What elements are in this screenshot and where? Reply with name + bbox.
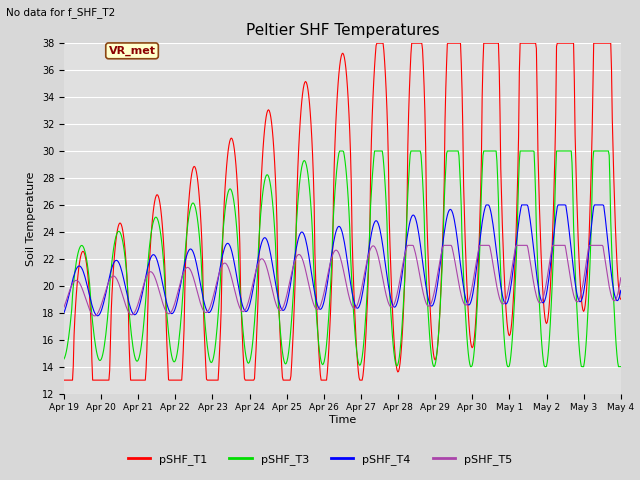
pSHF_T3 [70,276,78,281]
pSHF_T4 [411,214,419,219]
Text: No data for f_SHF_T2: No data for f_SHF_T2 [6,7,116,18]
pSHF_T5 [90,313,98,319]
pSHF_T4 [128,309,136,315]
pSHF_T3 [411,148,419,154]
pSHF_T5 [214,274,222,280]
Line: pSHF_T1: pSHF_T1 [64,43,621,380]
pSHF_T1 [70,332,78,338]
pSHF_T1 [411,40,419,46]
Line: pSHF_T3: pSHF_T3 [64,151,621,367]
pSHF_T3 [60,356,68,362]
pSHF_T4 [214,276,222,282]
pSHF_T4 [70,272,78,278]
Legend: pSHF_T1, pSHF_T3, pSHF_T4, pSHF_T5: pSHF_T1, pSHF_T3, pSHF_T4, pSHF_T5 [124,450,516,469]
pSHF_T4 [617,288,625,293]
Line: pSHF_T4: pSHF_T4 [64,205,621,316]
pSHF_T5 [617,275,625,281]
pSHF_T3 [214,323,221,328]
pSHF_T5 [185,265,193,271]
Y-axis label: Soil Temperature: Soil Temperature [26,171,36,265]
pSHF_T5 [412,251,419,257]
pSHF_T1 [184,212,192,217]
Line: pSHF_T5: pSHF_T5 [64,245,621,316]
pSHF_T1 [214,377,221,383]
pSHF_T1 [127,377,135,383]
pSHF_T3 [336,148,344,154]
pSHF_T5 [60,304,68,310]
pSHF_T5 [428,299,436,304]
pSHF_T3 [184,220,192,226]
pSHF_T4 [60,310,68,315]
pSHF_T4 [93,313,101,319]
X-axis label: Time: Time [329,415,356,425]
pSHF_T1 [60,377,68,383]
Text: VR_met: VR_met [109,46,156,56]
pSHF_T3 [467,364,474,370]
pSHF_T5 [128,312,136,318]
pSHF_T3 [428,349,435,355]
pSHF_T3 [617,364,625,370]
pSHF_T1 [373,40,381,46]
Title: Peltier SHF Temperatures: Peltier SHF Temperatures [246,23,439,38]
pSHF_T3 [127,332,135,337]
pSHF_T4 [185,248,193,253]
pSHF_T4 [428,303,435,309]
pSHF_T1 [428,322,435,328]
pSHF_T5 [404,242,412,248]
pSHF_T5 [70,279,78,285]
pSHF_T1 [617,296,625,302]
pSHF_T4 [483,202,491,208]
